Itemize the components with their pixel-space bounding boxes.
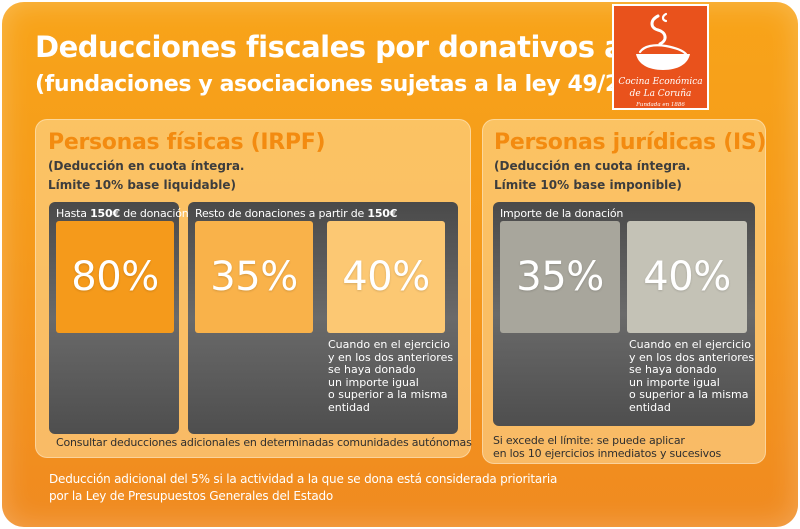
footer-line-2: por la Ley de Presupuestos Generales del… [49, 489, 334, 503]
is-35-percent-box: 35% [500, 221, 620, 333]
is-condition-text: Cuando en el ejercicio y en los dos ante… [629, 338, 755, 414]
is-subtitle-1: (Deducción en cuota íntegra. [494, 159, 691, 173]
irpf-rest-group: Resto de donaciones a partir de 150€ 35%… [188, 202, 458, 434]
irpf-subtitle-2: Límite 10% base liquidable) [48, 178, 236, 192]
logo-founded: Fundada en 1886 [636, 102, 685, 108]
is-panel: Personas jurídicas (IS) (Deducción en cu… [482, 119, 766, 464]
footer-line-1: Deducción adicional del 5% si la activid… [49, 472, 558, 486]
logo-name-line-2: de La Coruña [629, 89, 692, 99]
irpf-35-percent-box: 35% [195, 221, 313, 333]
is-heading: Personas jurídicas (IS) [494, 130, 767, 155]
is-note-line-2: en los 10 ejercicios inmediatos y sucesi… [493, 447, 722, 460]
title-line-1: Deducciones fiscales por donativos a [35, 30, 624, 64]
irpf-condition-text: Cuando en el ejercicio y en los dos ante… [328, 338, 454, 414]
steaming-bowl-icon [636, 12, 690, 70]
is-donation-label: Importe de la donación [500, 207, 624, 220]
irpf-rest-label: Resto de donaciones a partir de 150€ [195, 207, 398, 220]
is-donation-group: Importe de la donación 35% 40% Cuando en… [493, 202, 755, 426]
is-40-percent-box: 40% [627, 221, 747, 333]
logo-name-line-1: Cocina Económica [618, 77, 703, 87]
irpf-heading: Personas físicas (IRPF) [48, 130, 326, 155]
irpf-80-percent-box: 80% [56, 221, 174, 333]
irpf-first-150-label: Hasta 150€ de donación [56, 207, 189, 220]
irpf-first-150-group: Hasta 150€ de donación 80% [49, 202, 189, 434]
title-line-2: (fundaciones y asociaciones sujetas a la… [35, 72, 675, 97]
is-note-line-1: Si excede el límite: se puede aplicar [493, 434, 685, 447]
cocina-economica-logo: Cocina Económica de La Coruña Fundada en… [612, 4, 709, 110]
irpf-40-percent-box: 40% [327, 221, 445, 333]
is-subtitle-2: Límite 10% base imponible) [494, 178, 682, 192]
irpf-note: Consultar deducciones adicionales en det… [56, 436, 472, 449]
footer-note: Deducción adicional del 5% si la activid… [49, 471, 557, 505]
irpf-subtitle-1: (Deducción en cuota íntegra. [48, 159, 245, 173]
irpf-panel: Personas físicas (IRPF) (Deducción en cu… [35, 119, 472, 458]
